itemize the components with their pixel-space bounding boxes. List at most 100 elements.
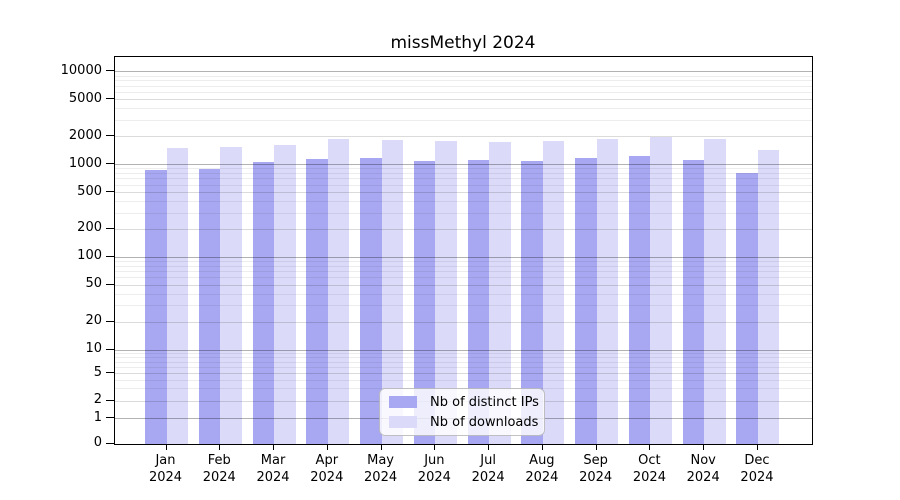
bar-downloads-jul [489, 142, 511, 444]
bar-ips-may [360, 157, 382, 444]
x-tick-label-jan: Jan 2024 [148, 453, 183, 485]
gridline-60 [115, 277, 812, 279]
legend-item-distinct-ips: Nb of distinct IPs [389, 395, 539, 410]
x-tick-mark-nov [703, 444, 705, 450]
gridline-4000 [115, 108, 812, 110]
x-tick-mark-sep [595, 444, 597, 450]
y-tick-mark-2 [106, 399, 114, 401]
y-tick-label-10000: 10000 [60, 62, 102, 78]
bar-downloads-jun [435, 140, 457, 444]
bar-ips-sep [575, 158, 597, 444]
gridline-90 [115, 261, 812, 263]
gridline-6 [115, 367, 812, 368]
x-tick-mark-mar [273, 444, 275, 450]
bar-downloads-oct [650, 137, 672, 444]
gridline-700 [115, 178, 812, 180]
y-tick-mark-0 [106, 442, 114, 444]
y-tick-mark-1 [106, 417, 114, 419]
bar-downloads-dec [757, 150, 780, 444]
gridline-50 [115, 284, 812, 286]
bar-downloads-sep [596, 138, 619, 444]
bars-layer [115, 57, 812, 444]
gridline-10000 [115, 71, 812, 73]
y-tick-mark-2000 [106, 135, 114, 137]
gridline-1000 [115, 164, 812, 166]
bar-ips-apr [306, 158, 328, 444]
bar-ips-aug [521, 161, 543, 444]
y-tick-label-50: 50 [85, 276, 102, 292]
x-tick-label-apr: Apr 2024 [310, 453, 344, 485]
y-tick-label-500: 500 [77, 183, 102, 199]
gridline-20 [115, 321, 812, 323]
y-tick-mark-5 [106, 372, 114, 374]
gridline-30 [115, 305, 812, 307]
gridline-7000 [115, 85, 812, 87]
y-tick-label-10: 10 [85, 341, 102, 356]
gridline-2000 [115, 136, 812, 138]
y-tick-mark-5000 [106, 98, 114, 100]
gridline-100 [115, 256, 812, 258]
x-tick-label-jul: Jul 2024 [471, 453, 505, 485]
x-tick-mark-apr [326, 444, 328, 450]
bar-downloads-apr [327, 139, 350, 444]
x-tick-label-nov: Nov 2024 [686, 453, 720, 485]
gridline-600 [115, 184, 812, 186]
y-tick-mark-50 [106, 283, 114, 285]
y-tick-mark-500 [106, 191, 114, 192]
legend: Nb of distinct IPs Nb of downloads [379, 388, 545, 436]
gridline-300 [115, 212, 812, 214]
y-tick-mark-10 [106, 348, 114, 350]
gridline-500 [115, 192, 812, 193]
y-tick-label-0: 0 [93, 435, 102, 450]
gridline-200 [115, 228, 812, 230]
bar-downloads-feb [220, 146, 242, 444]
bar-ips-jul [467, 160, 490, 444]
bar-ips-jan [145, 169, 167, 444]
x-tick-mark-feb [219, 444, 221, 450]
y-tick-mark-1000 [106, 163, 114, 165]
gridline-9000 [115, 75, 812, 77]
y-tick-label-20: 20 [85, 313, 102, 329]
x-tick-mark-jun [434, 444, 436, 450]
legend-swatch-downloads [389, 416, 417, 428]
x-tick-label-sep: Sep 2024 [579, 453, 613, 485]
legend-label-distinct-ips: Nb of distinct IPs [430, 394, 539, 410]
x-tick-mark-dec [756, 444, 758, 450]
bar-downloads-aug [542, 140, 565, 444]
y-tick-label-5: 5 [93, 364, 102, 380]
gridline-80 [115, 265, 812, 267]
bar-ips-dec [736, 173, 758, 444]
bar-downloads-nov [704, 138, 726, 444]
y-tick-label-1000: 1000 [68, 155, 102, 171]
gridline-9 [115, 353, 812, 355]
y-tick-mark-100 [106, 255, 114, 257]
x-tick-mark-jul [488, 444, 490, 450]
chart-title: missMethyl 2024 [390, 33, 536, 53]
y-tick-mark-200 [106, 227, 114, 229]
y-tick-label-100: 100 [77, 248, 102, 264]
x-tick-label-dec: Dec 2024 [740, 453, 774, 485]
x-tick-label-mar: Mar 2024 [256, 453, 290, 485]
y-tick-label-200: 200 [77, 220, 102, 236]
gridline-400 [115, 200, 812, 202]
gridline-8 [115, 357, 812, 359]
gridline-7 [115, 361, 812, 363]
legend-label-downloads: Nb of downloads [430, 414, 539, 430]
gridline-10 [115, 349, 812, 351]
x-tick-label-jun: Jun 2024 [417, 453, 451, 485]
bar-ips-feb [198, 168, 221, 444]
legend-item-downloads: Nb of downloads [389, 414, 539, 430]
gridline-3000 [115, 119, 812, 121]
gridline-8000 [115, 80, 812, 82]
plot-area: Nb of distinct IPs Nb of downloads [114, 56, 813, 445]
x-tick-mark-jan [165, 444, 167, 450]
gridline-40 [115, 293, 812, 295]
gridline-70 [115, 271, 812, 273]
x-tick-mark-oct [649, 444, 651, 450]
bar-downloads-jan [166, 147, 188, 444]
x-tick-label-aug: Aug 2024 [525, 453, 559, 485]
gridline-5000 [115, 99, 812, 101]
y-tick-label-1: 1 [93, 409, 102, 425]
y-tick-label-5000: 5000 [68, 90, 102, 106]
